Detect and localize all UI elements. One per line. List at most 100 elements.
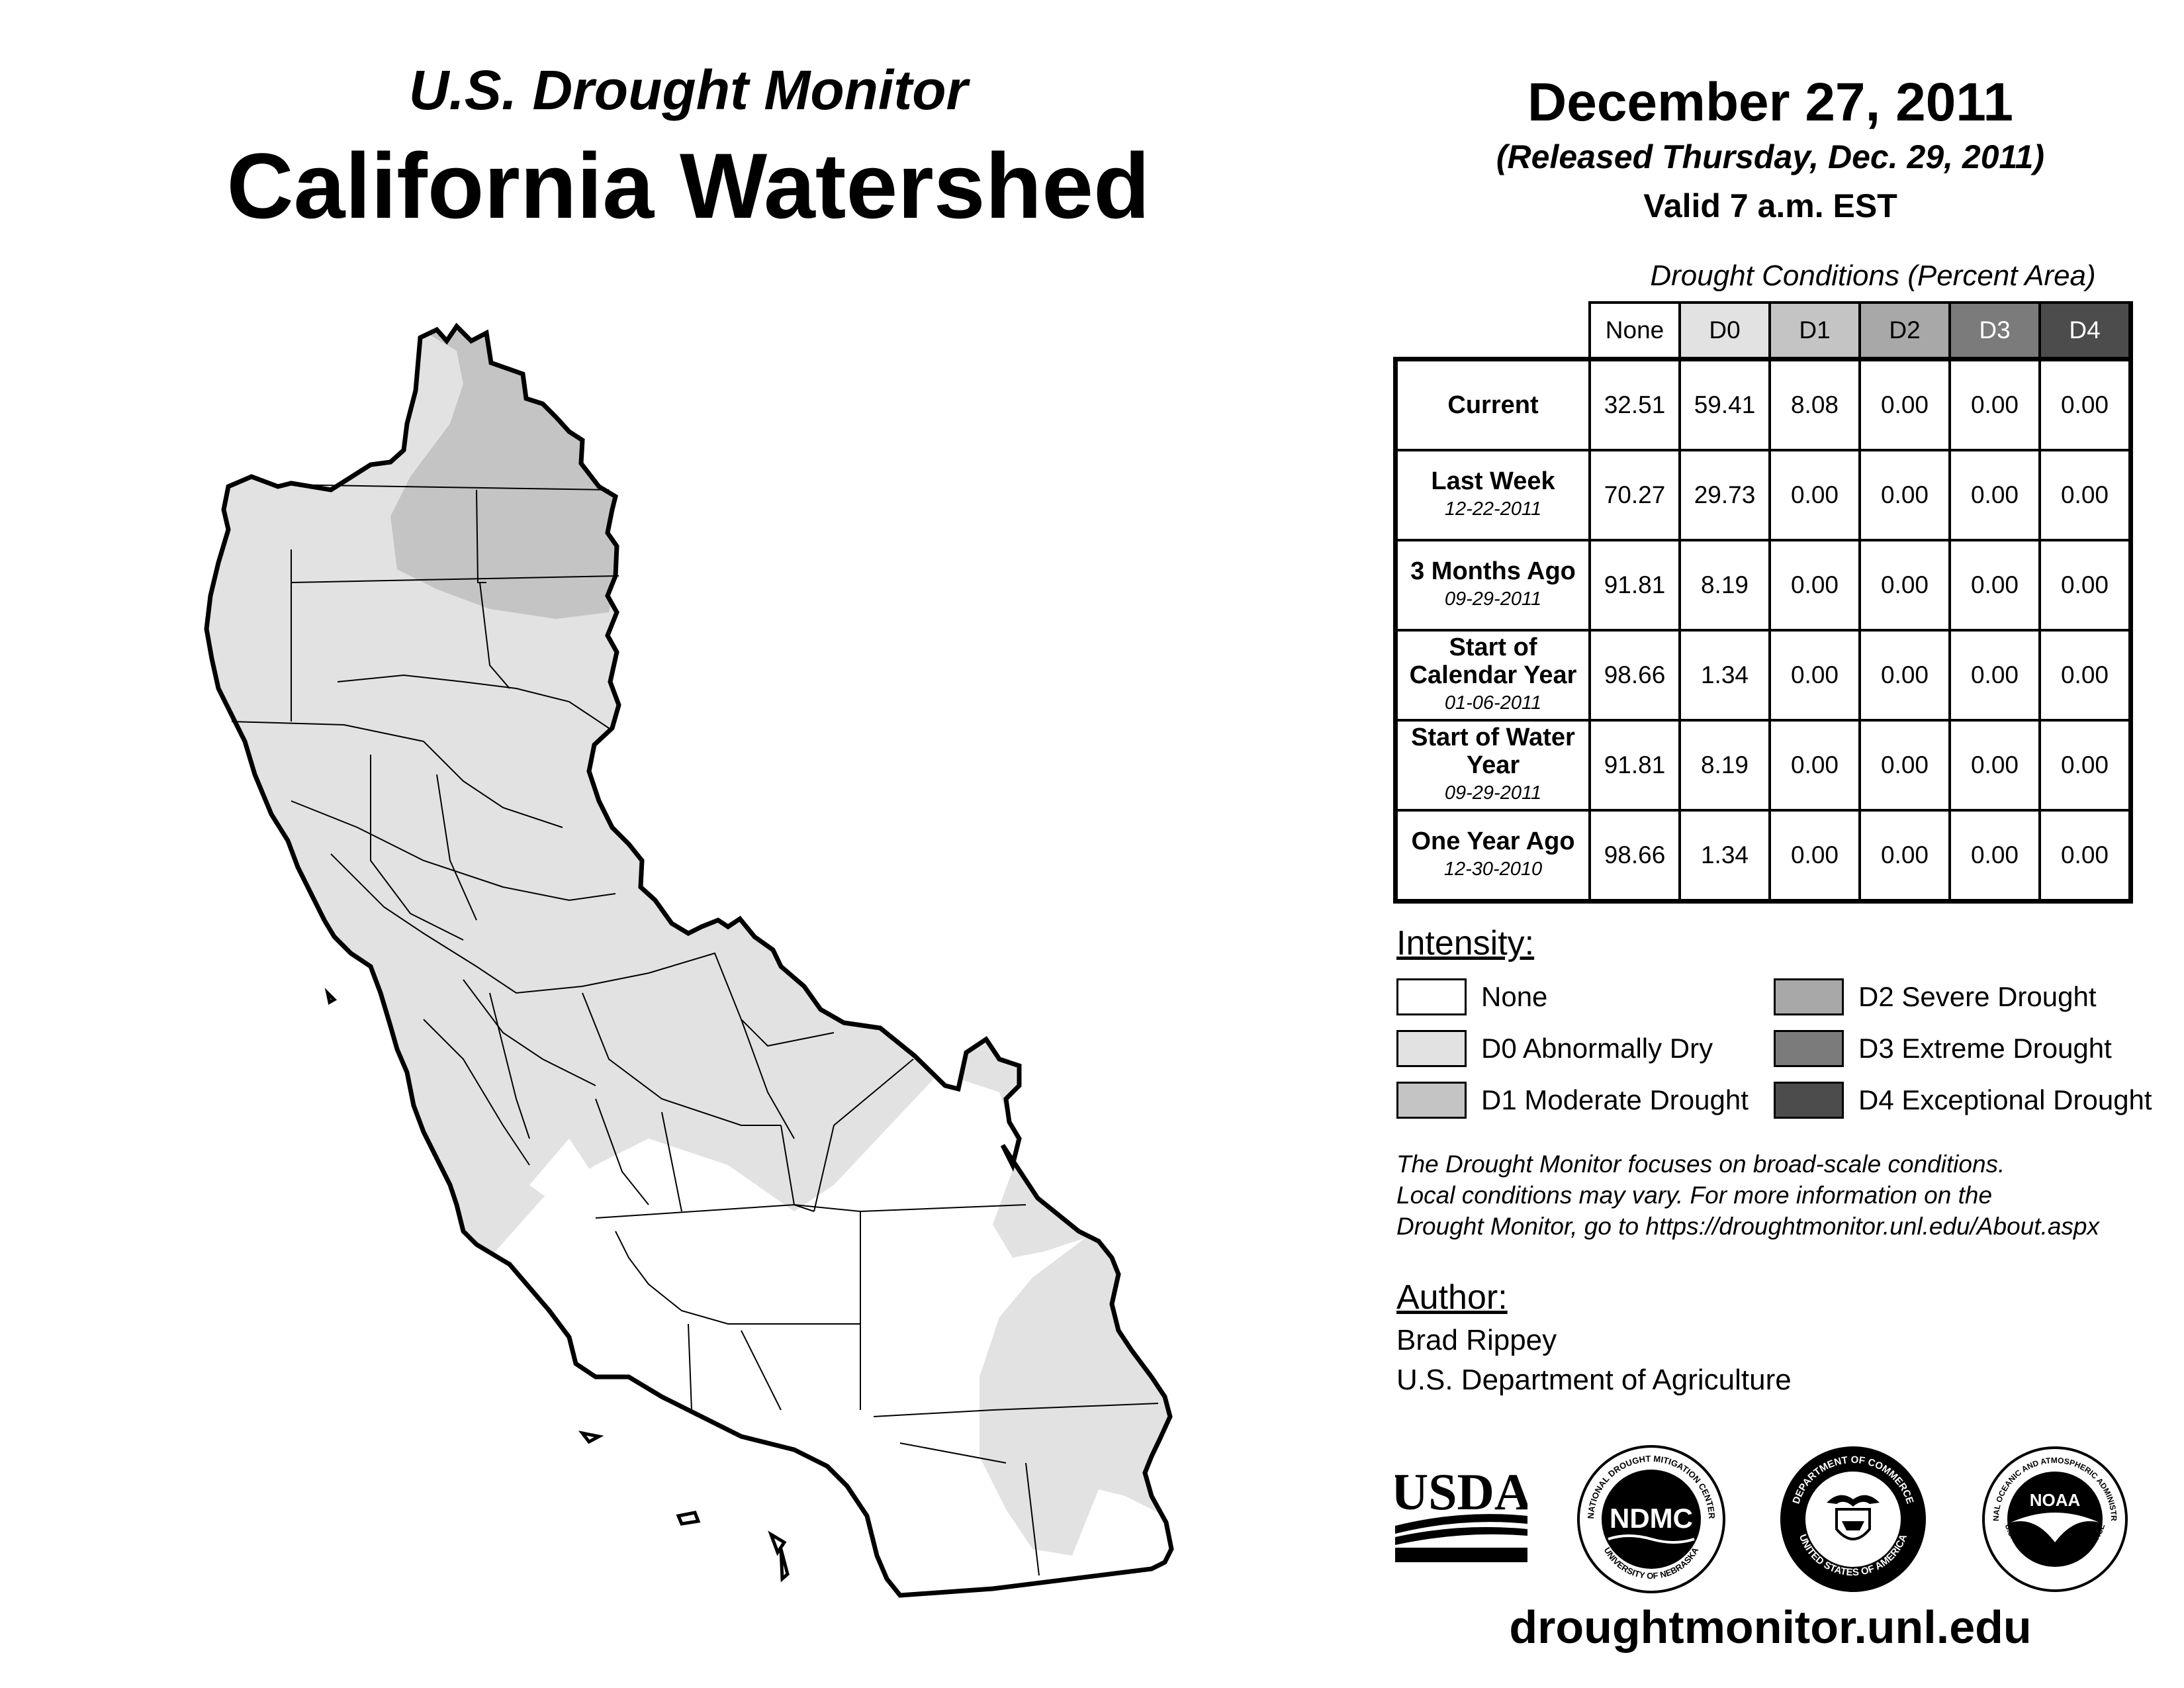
cell-none: 32.51 xyxy=(1588,357,1681,451)
department-of-commerce-seal: DEPARTMENT OF COMMERCE UNITED STATES OF … xyxy=(1780,1446,1926,1592)
cell-d4: 0.00 xyxy=(2038,629,2133,722)
cell-d2: 0.00 xyxy=(1858,809,1951,904)
cell-d2: 0.00 xyxy=(1858,539,1951,632)
legend-label: D4 Exceptional Drought xyxy=(1858,1084,2152,1115)
row-label: Current xyxy=(1393,357,1591,451)
legend-swatch xyxy=(1396,1030,1467,1067)
ndmc-logo-text: NDMC xyxy=(1610,1503,1693,1534)
legend-label: D2 Severe Drought xyxy=(1858,981,2097,1012)
row-label: 3 Months Ago 09-29-2011 xyxy=(1393,539,1591,632)
cell-d3: 0.00 xyxy=(1948,449,2041,541)
legend-item-d2: D2 Severe Drought xyxy=(1774,978,2097,1015)
legend-swatch xyxy=(1396,978,1467,1015)
col-header-d1: D1 xyxy=(1768,301,1861,361)
seabird-icon xyxy=(2011,1513,2099,1542)
legend-swatch xyxy=(1774,1082,1844,1119)
cell-d1: 0.00 xyxy=(1768,449,1861,541)
noaa-logo: NATIONAL OCEANIC AND ATMOSPHERIC ADMINIS… xyxy=(1979,1443,2128,1592)
watershed-boundaries xyxy=(231,484,1159,1576)
table-row: Start of Water Year 09-29-2011 91.81 8.19… xyxy=(1393,719,2133,812)
author-name: Brad Rippey xyxy=(1396,1324,1557,1356)
shield-icon xyxy=(1835,1508,1871,1540)
table-row: Current 32.51 59.41 8.08 0.00 0.00 0.00 xyxy=(1393,357,2133,451)
channel-islands xyxy=(324,988,790,1583)
note-line: Drought Monitor, go to https://droughtmo… xyxy=(1396,1213,2099,1240)
legend-swatch xyxy=(1774,978,1844,1015)
usda-logo-text: USDA xyxy=(1395,1463,1527,1521)
col-header-d2: D2 xyxy=(1858,301,1951,361)
cell-d0: 59.41 xyxy=(1678,357,1771,451)
cell-d0: 1.34 xyxy=(1678,809,1771,904)
legend-swatch xyxy=(1396,1082,1467,1119)
cell-d2: 0.00 xyxy=(1858,629,1951,722)
map-title: California Watershed xyxy=(226,134,1150,238)
row-label: One Year Ago 12-30-2010 xyxy=(1393,809,1591,904)
col-header-d4: D4 xyxy=(2038,301,2133,361)
table-row: Last Week 12-22-2011 70.27 29.73 0.00 0.0… xyxy=(1393,449,2133,541)
cell-d4: 0.00 xyxy=(2038,719,2133,812)
disclaimer-note: The Drought Monitor focuses on broad-sca… xyxy=(1396,1149,2099,1242)
note-line: Local conditions may vary. For more info… xyxy=(1396,1182,1993,1209)
map-date: December 27, 2011 xyxy=(1527,72,2013,132)
cell-d1: 8.08 xyxy=(1768,357,1861,451)
cell-d2: 0.00 xyxy=(1858,449,1951,541)
legend-item-d0: D0 Abnormally Dry xyxy=(1396,1030,1713,1067)
cell-d3: 0.00 xyxy=(1948,539,2041,632)
cell-d4: 0.00 xyxy=(2038,357,2133,451)
eagle-icon xyxy=(1827,1495,1880,1507)
cell-d0: 1.34 xyxy=(1678,629,1771,722)
usda-logo: USDA xyxy=(1395,1463,1527,1562)
cell-d2: 0.00 xyxy=(1858,719,1951,812)
cell-d4: 0.00 xyxy=(2038,539,2133,632)
table-row: One Year Ago 12-30-2010 98.66 1.34 0.00 0… xyxy=(1393,809,2133,904)
author-org: U.S. Department of Agriculture xyxy=(1396,1364,1792,1396)
legend-label: D3 Extreme Drought xyxy=(1858,1033,2112,1064)
cell-d0: 8.19 xyxy=(1678,539,1771,632)
legend-swatch xyxy=(1774,1030,1844,1067)
legend-item-d4: D4 Exceptional Drought xyxy=(1774,1082,2152,1119)
table-row: 3 Months Ago 09-29-2011 91.81 8.19 0.00 0… xyxy=(1393,539,2133,632)
legend-item-d3: D3 Extreme Drought xyxy=(1774,1030,2112,1067)
valid-time: Valid 7 a.m. EST xyxy=(1643,187,1897,224)
legend-item-d1: D1 Moderate Drought xyxy=(1396,1082,1749,1119)
none-drought-area xyxy=(529,1139,596,1205)
cell-d3: 0.00 xyxy=(1948,809,2041,904)
d1-moderate-drought-area xyxy=(390,331,617,619)
intensity-legend-title: Intensity: xyxy=(1396,924,1535,962)
cell-d3: 0.00 xyxy=(1948,719,2041,812)
cell-none: 98.66 xyxy=(1588,809,1681,904)
col-header-none: None xyxy=(1588,301,1681,361)
california-watershed-map xyxy=(0,0,1390,1688)
cell-none: 70.27 xyxy=(1588,449,1681,541)
cell-d4: 0.00 xyxy=(2038,809,2133,904)
cell-none: 98.66 xyxy=(1588,629,1681,722)
row-label: Start of Calendar Year 01-06-2011 xyxy=(1393,629,1591,722)
row-label: Last Week 12-22-2011 xyxy=(1393,449,1591,541)
ship-icon xyxy=(1842,1521,1864,1530)
col-header-d3: D3 xyxy=(1948,301,2041,361)
drought-conditions-table: None D0 D1 D2 D3 D4 Current 32.51 59.41 … xyxy=(1393,301,2133,904)
cell-d3: 0.00 xyxy=(1948,357,2041,451)
cell-d1: 0.00 xyxy=(1768,719,1861,812)
cell-d1: 0.00 xyxy=(1768,539,1861,632)
cell-d4: 0.00 xyxy=(2038,449,2133,541)
cell-none: 91.81 xyxy=(1588,719,1681,812)
legend-label: None xyxy=(1481,981,1548,1012)
cell-d3: 0.00 xyxy=(1948,629,2041,722)
row-label: Start of Water Year 09-29-2011 xyxy=(1393,719,1591,812)
noaa-logo-text: NOAA xyxy=(2030,1490,2081,1510)
ndmc-logo: NATIONAL DROUGHT MITIGATION CENTER UNIVE… xyxy=(1577,1445,1725,1593)
legend-label: D0 Abnormally Dry xyxy=(1481,1033,1713,1064)
author-title: Author: xyxy=(1396,1278,1508,1317)
table-row: Start of Calendar Year 01-06-2011 98.66 1… xyxy=(1393,629,2133,722)
footer-url[interactable]: droughtmonitor.unl.edu xyxy=(1509,1601,2032,1653)
cell-d0: 8.19 xyxy=(1678,719,1771,812)
cell-d0: 29.73 xyxy=(1678,449,1771,541)
legend-item-none: None xyxy=(1396,978,1547,1015)
cell-none: 91.81 xyxy=(1588,539,1681,632)
col-header-d0: D0 xyxy=(1678,301,1771,361)
cell-d2: 0.00 xyxy=(1858,357,1951,451)
legend-label: D1 Moderate Drought xyxy=(1481,1084,1749,1115)
cell-d1: 0.00 xyxy=(1768,809,1861,904)
release-date: (Released Thursday, Dec. 29, 2011) xyxy=(1496,138,2045,175)
